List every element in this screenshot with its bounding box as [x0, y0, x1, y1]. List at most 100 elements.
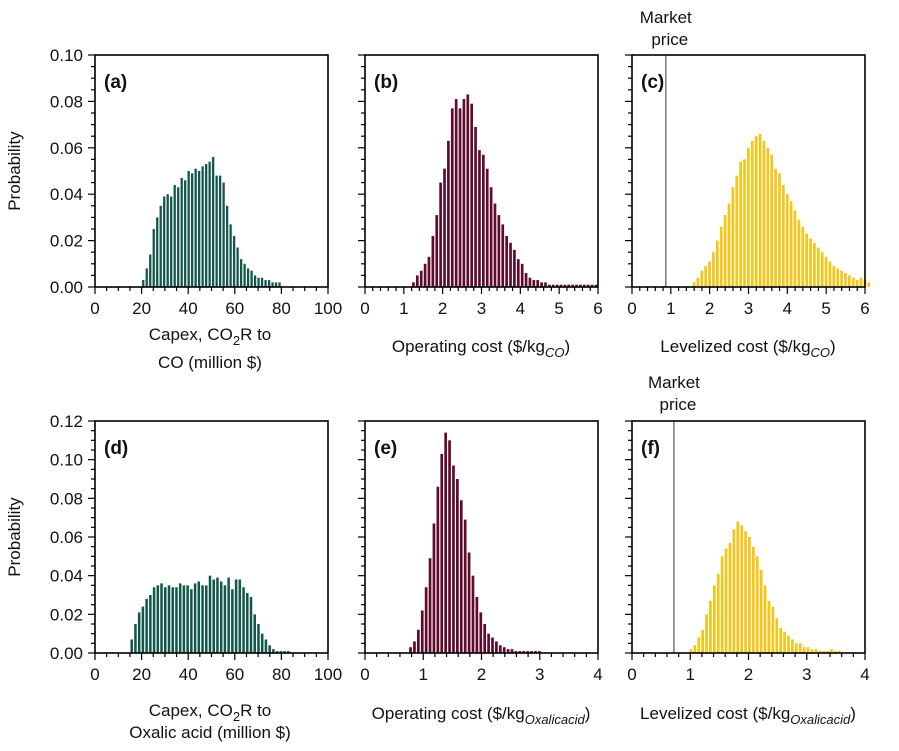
- histogram-bar: [194, 168, 197, 287]
- histogram-bar: [837, 651, 841, 653]
- histogram-bar: [236, 247, 239, 287]
- histogram-bar: [518, 651, 522, 653]
- y-tick-label: 0.00: [50, 644, 83, 663]
- histogram-bar: [530, 651, 533, 653]
- histogram-bar: [458, 108, 462, 287]
- panel-label: (d): [104, 438, 128, 459]
- histogram-bar: [832, 266, 836, 287]
- x-tick-label: 1: [686, 665, 695, 684]
- histogram-bar: [444, 432, 448, 653]
- histogram-bar: [736, 521, 740, 653]
- x-tick-label: 1: [666, 299, 675, 318]
- histogram-bar: [509, 242, 512, 287]
- x-tick-label: 0: [360, 299, 369, 318]
- histogram-bar: [575, 284, 578, 287]
- histogram-bar: [505, 235, 508, 287]
- histogram-bar: [171, 587, 174, 653]
- panel-a: 0 20 40 60 80 100 0.00 0.02 0.04 0.06 0.08 0.10 Prob…: [5, 46, 342, 372]
- histogram-bar: [427, 256, 431, 287]
- histogram-bar: [142, 280, 145, 287]
- panel-label: (e): [374, 438, 397, 459]
- x-axis-label-line2: CO (million $): [158, 353, 262, 372]
- histogram-bar: [487, 633, 490, 653]
- x-tick-label: 20: [132, 665, 151, 684]
- histogram-bar: [246, 268, 250, 287]
- histogram-bar: [190, 589, 193, 653]
- histogram-bar: [170, 196, 173, 287]
- histogram-bar: [754, 136, 758, 287]
- histogram-bar: [735, 175, 739, 287]
- y-tick-label: 0.04: [50, 567, 83, 586]
- x-tick-label: 2: [438, 299, 447, 318]
- histogram-bar: [798, 643, 802, 653]
- histogram-bar: [439, 182, 442, 287]
- histogram-bar: [275, 651, 279, 653]
- histogram-bar: [763, 585, 767, 653]
- histogram-bar: [813, 242, 816, 287]
- histogram-bar: [415, 275, 419, 287]
- panel-label: (f): [641, 438, 660, 459]
- histogram-bar: [278, 282, 281, 287]
- x-tick-label: 2: [705, 299, 714, 318]
- y-axis-label: Probability: [5, 497, 24, 577]
- histogram-bar: [264, 639, 268, 653]
- panel-e: 0 1 2 3 4 (e) Operating cost ($/kgOxalicacid): [358, 420, 603, 727]
- histogram-bar: [471, 575, 475, 653]
- histogram-bar: [452, 465, 455, 653]
- histogram-bar: [159, 205, 162, 287]
- histogram-bar: [193, 583, 197, 653]
- histogram-bar: [830, 649, 833, 653]
- histogram-bar: [563, 284, 567, 287]
- histogram-bar: [272, 649, 275, 653]
- histogram-bar: [250, 270, 253, 287]
- histogram-bar: [198, 171, 201, 287]
- histogram-bar: [479, 612, 483, 653]
- x-tick-label: 100: [314, 299, 342, 318]
- histogram-bar: [867, 282, 871, 287]
- histogram-bar: [820, 252, 824, 287]
- histogram-bar: [548, 284, 551, 287]
- histogram-bar: [783, 631, 786, 653]
- histogram-bar: [818, 651, 822, 653]
- histogram-bar: [197, 581, 201, 653]
- histogram-bar: [141, 606, 145, 653]
- x-tick-label: 2: [744, 665, 753, 684]
- histogram-bar: [787, 635, 790, 653]
- x-axis-label: Capex, CO2R to: [149, 701, 272, 724]
- histogram-bar: [167, 585, 171, 653]
- histogram-bar: [774, 168, 777, 287]
- histogram-bar: [498, 645, 502, 653]
- x-tick-label: 80: [272, 299, 291, 318]
- x-tick-label: 5: [554, 299, 563, 318]
- panel-label: (a): [104, 72, 127, 93]
- panel-c: Market price 0 1 2 3 4 5 6 (c) Levelized cost ($/k…: [625, 8, 871, 360]
- histogram-bar: [238, 579, 242, 653]
- x-tick-label: 40: [179, 665, 198, 684]
- x-tick-label: 4: [860, 665, 869, 684]
- market-price-label: Market: [640, 8, 692, 27]
- histogram-bar: [740, 525, 744, 653]
- histogram-bar: [212, 579, 215, 653]
- x-tick-label: 5: [821, 299, 830, 318]
- y-tick-label: 0.00: [50, 278, 83, 297]
- histogram-bar: [513, 249, 516, 287]
- panel-f: Market price 0 1 2 3 4 (f) Levelized cost ($/kgO…: [625, 373, 870, 727]
- histogram-bar: [260, 633, 264, 653]
- market-price-label: price: [651, 30, 688, 49]
- market-price-label: price: [660, 395, 697, 414]
- histogram-bar: [824, 256, 828, 287]
- histogram-bar: [514, 651, 518, 653]
- histogram-bar: [555, 284, 559, 287]
- histogram-bar: [470, 103, 474, 287]
- histogram-bar: [771, 606, 775, 653]
- axes-frame: [364, 54, 599, 288]
- histogram-bar: [770, 154, 774, 287]
- x-tick-label: 0: [360, 665, 369, 684]
- histogram-bar: [744, 531, 747, 653]
- histogram-bar: [283, 651, 286, 653]
- histogram-bar: [180, 177, 183, 287]
- y-tick-label: 0.12: [50, 412, 83, 431]
- histogram-bar: [791, 639, 794, 653]
- x-tick-label: 4: [516, 299, 525, 318]
- histogram-bar: [212, 157, 215, 287]
